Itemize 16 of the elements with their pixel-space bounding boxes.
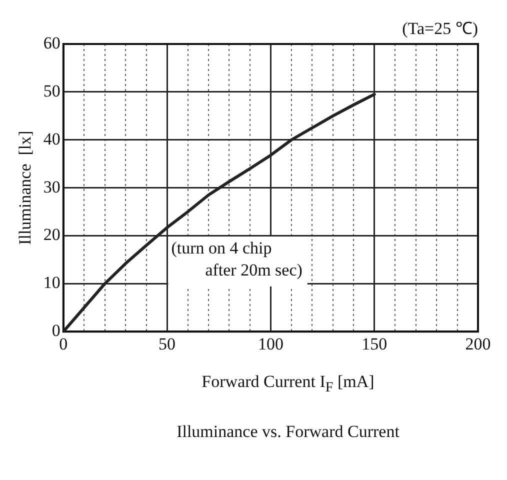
x-tick-label: 100 <box>258 334 284 354</box>
text: (Ta=25 ℃) <box>402 18 478 38</box>
y-tick-label: 60 <box>43 33 60 52</box>
y-tick-label: 50 <box>43 81 60 100</box>
y-tick-label: 10 <box>43 273 60 292</box>
y-tick-label: 40 <box>43 129 60 148</box>
x-tick-label: 150 <box>362 334 388 354</box>
x-tick-label: 50 <box>158 334 176 354</box>
x-axis-title: Forward Current I$_{F}$ [mA] <box>200 372 376 396</box>
y-axis-title: Illuminance [lx] <box>16 130 35 245</box>
text: Illuminance vs. Forward Current <box>176 422 400 442</box>
annotation: (turn on 4 chip after 20m sec) <box>171 238 302 280</box>
y-tick-label: 0 <box>52 321 60 340</box>
y-tick-label: 20 <box>43 225 60 244</box>
y-tick-label: 30 <box>43 177 60 196</box>
x-tick-label: 200 <box>465 334 491 354</box>
